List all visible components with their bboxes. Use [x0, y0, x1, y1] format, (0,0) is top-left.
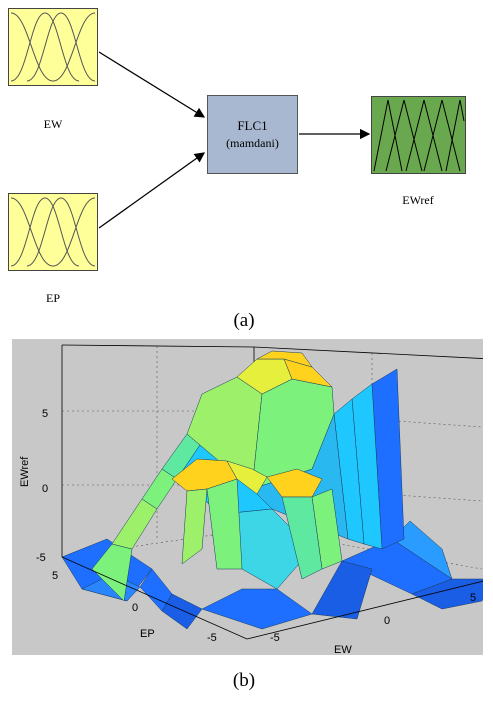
- z-tick-label: -5: [36, 552, 46, 564]
- caption-a: (a): [233, 310, 255, 331]
- y-axis-label: EP: [140, 628, 155, 640]
- ewref-output-mf-box: [371, 96, 466, 174]
- ew-input-mf-box: [8, 8, 98, 86]
- x-tick-label: 5: [470, 592, 476, 604]
- surface-mesh: [61, 350, 483, 630]
- z-axis-label: EWref: [19, 456, 31, 487]
- surface-plot: 5 0 -5 5 0 -5 -5 0 5 EWref EP EW: [19, 344, 483, 655]
- x-axis-label: EW: [334, 644, 352, 655]
- z-tick-label: 5: [42, 408, 48, 420]
- y-tick-labels: 5 0 -5: [52, 570, 217, 644]
- z-tick-label: 0: [42, 483, 48, 495]
- z-tick-labels: 5 0 -5: [36, 408, 48, 564]
- ewref-label: EWref: [402, 193, 434, 207]
- flc-type: (mamdani): [226, 136, 279, 150]
- y-tick-label: 5: [52, 570, 58, 582]
- y-tick-label: -5: [207, 632, 217, 644]
- arrow-ep-to-flc: [98, 152, 206, 229]
- ew-mf-curves-icon: [10, 12, 96, 82]
- diagram-arrows: [98, 51, 371, 229]
- arrow-ew-to-flc: [98, 51, 206, 118]
- ewref-mf-triangles-icon: [373, 99, 465, 172]
- flc-system-box: FLC1 (mamdani): [207, 95, 298, 174]
- plot-front-edges: [61, 556, 483, 640]
- ep-mf-curves-icon: [10, 197, 96, 267]
- ep-label: EP: [45, 291, 60, 305]
- x-tick-label: -5: [270, 632, 280, 644]
- ep-input-mf-box: [8, 193, 98, 271]
- x-tick-label: 0: [384, 615, 390, 627]
- x-tick-labels: -5 0 5: [270, 592, 476, 644]
- ew-label: EW: [43, 117, 63, 131]
- y-tick-label: 0: [132, 602, 138, 614]
- flc-name: FLC1: [237, 118, 268, 133]
- caption-b: (b): [232, 670, 256, 691]
